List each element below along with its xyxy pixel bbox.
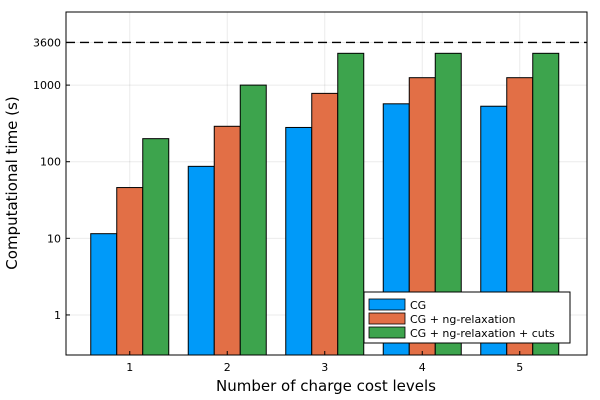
x-tick-label: 1 <box>126 361 133 374</box>
x-tick-label: 5 <box>516 361 523 374</box>
bar-series-2-cat-1 <box>142 138 170 356</box>
legend-label-cg-ng: CG + ng-relaxation <box>410 313 516 326</box>
bar-series-0-cat-2 <box>187 165 215 356</box>
y-tick-label: 1 <box>54 309 61 322</box>
y-tick-label: 1000 <box>33 79 61 92</box>
bar-series-1-cat-3 <box>311 92 339 356</box>
bar-series-0-cat-3 <box>285 126 313 356</box>
legend-label-cg: CG <box>410 299 426 312</box>
y-tick-label: 100 <box>40 156 61 169</box>
bar-series-2-cat-2 <box>239 84 267 356</box>
legend: CG CG + ng-relaxation CG + ng-relaxation… <box>363 291 571 344</box>
y-axis-title: Computational time (s) <box>3 96 21 269</box>
y-tick-label: 10 <box>47 232 61 245</box>
bars-layer <box>90 52 560 356</box>
y-ticks: 1 10 100 1000 3600 <box>33 36 70 322</box>
x-axis-title: Number of charge cost levels <box>216 377 436 395</box>
legend-label-cg-ng-cuts: CG + ng-relaxation + cuts <box>410 327 555 340</box>
x-ticks: 1 2 3 4 5 <box>126 351 523 374</box>
bar-series-1-cat-1 <box>116 187 144 356</box>
bar-series-1-cat-2 <box>213 125 241 356</box>
bar-series-0-cat-1 <box>90 233 118 356</box>
bar-series-2-cat-3 <box>337 52 365 356</box>
y-tick-label: 3600 <box>33 36 61 49</box>
legend-swatch-cg-ng <box>368 312 406 325</box>
x-tick-label: 2 <box>224 361 231 374</box>
x-tick-label: 3 <box>321 361 328 374</box>
legend-swatch-cg-ng-cuts <box>368 326 406 339</box>
legend-swatch-cg <box>368 298 406 311</box>
x-tick-label: 4 <box>419 361 426 374</box>
